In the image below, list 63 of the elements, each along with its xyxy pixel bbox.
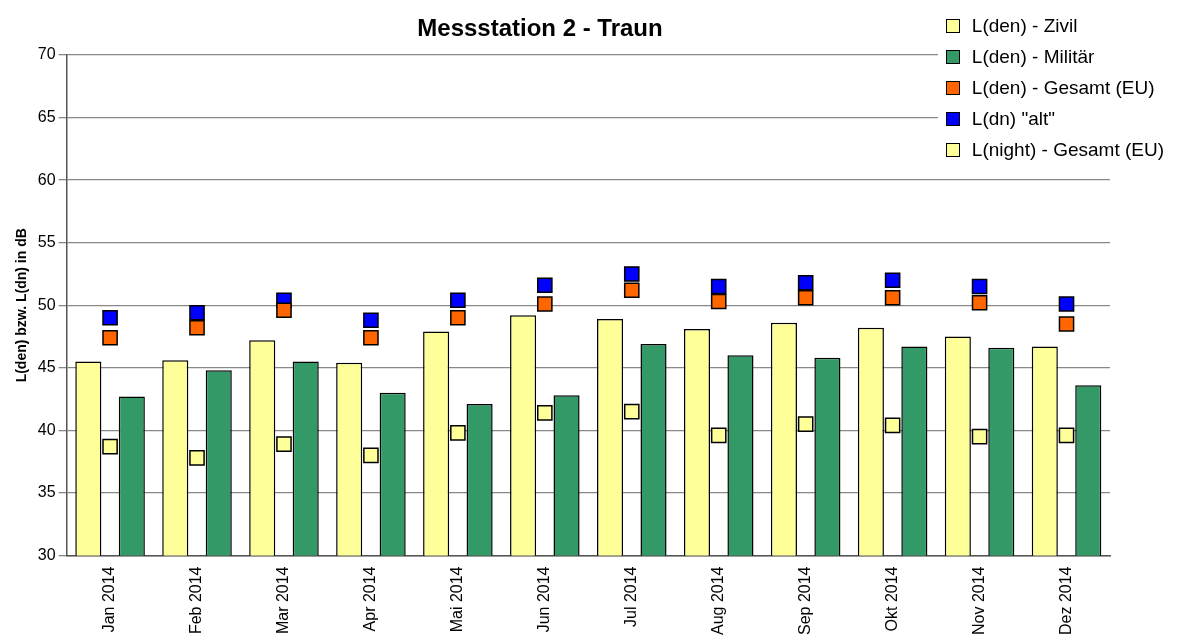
legend-label: L(den) - Militär [971, 45, 1095, 68]
y-tick-label: 30 [37, 545, 56, 563]
x-tick-label: Jan 2014 [100, 566, 118, 633]
point [797, 289, 814, 306]
point [623, 403, 640, 420]
y-tick-label: 70 [37, 45, 56, 63]
point [102, 309, 118, 326]
y-axis-title: L(den) bzw. L(dn) in dB [13, 228, 30, 383]
x-tick-label: Sep 2014 [796, 566, 814, 636]
point [363, 312, 379, 329]
point [276, 436, 292, 452]
x-tick-label: Dez 2014 [1056, 566, 1074, 635]
point [884, 272, 901, 289]
x-tick-label: Jul 2014 [622, 566, 640, 627]
point [971, 294, 988, 311]
point [189, 304, 205, 321]
point [450, 292, 466, 309]
point [363, 329, 379, 346]
legend-label: L(night) - Gesamt (EU) [971, 138, 1164, 161]
x-tick-label: Jun 2014 [535, 566, 553, 633]
x-tick-label: Aug 2014 [709, 566, 727, 636]
point [102, 438, 118, 455]
point [971, 278, 988, 295]
y-tick-label: 55 [37, 233, 56, 251]
point [971, 428, 988, 445]
legend-label: L(dn) "alt" [971, 107, 1056, 130]
point [363, 447, 379, 464]
point [450, 309, 466, 326]
point [884, 417, 901, 434]
legend-label: L(den) - Gesamt (EU) [971, 76, 1155, 99]
y-tick-label: 35 [37, 483, 56, 501]
y-tick-label: 45 [37, 358, 56, 376]
point [537, 296, 553, 312]
point [276, 302, 292, 319]
point [450, 425, 466, 441]
point [797, 274, 814, 291]
point [1058, 316, 1075, 332]
point [537, 405, 553, 421]
y-tick-label: 65 [37, 107, 56, 125]
point [102, 329, 118, 346]
x-tick-label: Apr 2014 [361, 566, 379, 632]
point [1058, 296, 1075, 312]
point [710, 427, 727, 444]
point [710, 278, 727, 295]
y-tick-label: 40 [37, 420, 56, 438]
point [623, 282, 640, 299]
point [537, 277, 553, 294]
point [189, 319, 205, 336]
point [797, 416, 814, 432]
legend-label: L(den) - Zivil [971, 14, 1078, 37]
x-tick-label: Mai 2014 [448, 566, 466, 633]
point [1058, 427, 1075, 444]
y-tick-label: 50 [37, 295, 56, 313]
chart-title: Messstation 2 - Traun [417, 14, 663, 41]
x-tick-label: Feb 2014 [187, 566, 205, 635]
x-tick-label: Okt 2014 [883, 566, 901, 632]
x-tick-label: Mar 2014 [274, 566, 292, 635]
point [623, 266, 640, 282]
y-tick-label: 60 [37, 170, 56, 188]
point [710, 293, 727, 310]
point [189, 450, 205, 466]
point [884, 289, 901, 306]
x-tick-label: Nov 2014 [969, 566, 987, 635]
